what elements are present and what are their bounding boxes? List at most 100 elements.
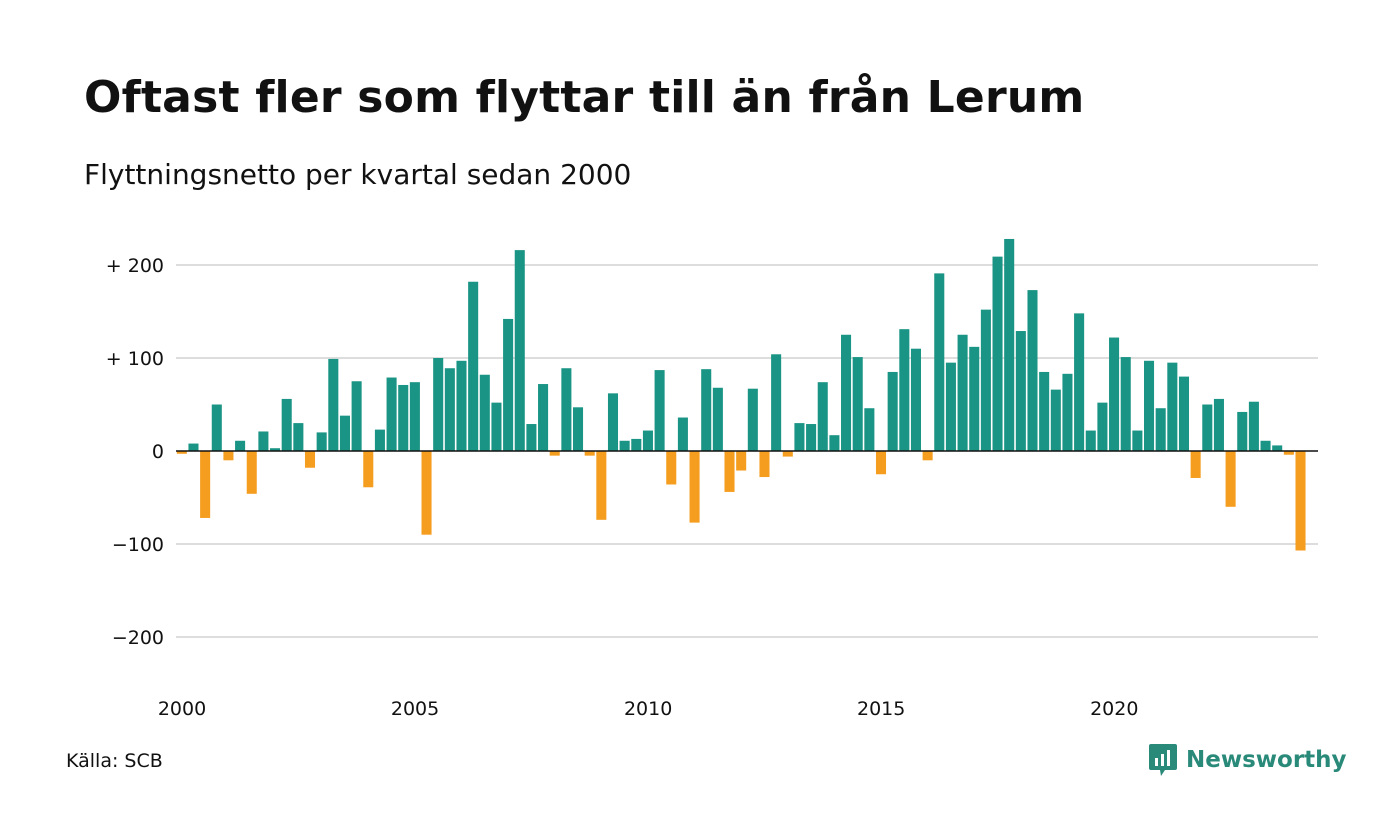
bar <box>1155 408 1166 451</box>
bar <box>281 398 292 451</box>
bar <box>584 451 595 456</box>
bar <box>677 417 688 451</box>
bar <box>503 318 514 451</box>
bar <box>992 256 1003 451</box>
bar <box>829 435 840 451</box>
bar <box>491 402 502 451</box>
bar <box>421 451 432 535</box>
bar <box>1213 398 1224 451</box>
bar <box>1027 290 1038 451</box>
bar <box>864 408 875 451</box>
bar <box>759 451 770 478</box>
bar <box>771 354 782 451</box>
bar <box>1225 451 1236 507</box>
bar <box>875 451 887 475</box>
bar <box>304 451 316 468</box>
bar <box>479 374 490 451</box>
bar <box>817 382 828 451</box>
bar <box>270 448 281 451</box>
chart-subtitle: Flyttningsnetto per kvartal sedan 2000 <box>84 158 632 191</box>
bar <box>433 358 444 451</box>
bar <box>1062 373 1073 451</box>
bar <box>701 369 712 451</box>
bar <box>444 368 455 451</box>
bar <box>1085 430 1096 451</box>
x-tick-label: 2020 <box>1090 698 1138 720</box>
bars <box>176 238 1306 551</box>
bar <box>887 371 898 451</box>
bar <box>1120 357 1131 451</box>
bar <box>689 451 700 523</box>
bar <box>386 377 397 451</box>
chart-title: Oftast fler som flyttar till än från Ler… <box>84 72 1085 123</box>
bar <box>1097 402 1108 451</box>
bar <box>316 432 327 451</box>
bar <box>806 424 817 451</box>
bar <box>1260 440 1271 451</box>
bar <box>246 451 257 494</box>
bar <box>607 393 619 451</box>
bar <box>1074 313 1085 451</box>
x-axis-labels: 2000 2005 2010 2015 2020 <box>158 698 1139 720</box>
bar <box>1050 389 1061 451</box>
bar <box>456 360 467 451</box>
bar <box>549 451 560 456</box>
bar <box>188 443 199 451</box>
bar <box>666 451 677 485</box>
bar <box>538 384 549 451</box>
bar <box>363 451 374 488</box>
bar <box>1248 401 1259 451</box>
bar <box>596 451 607 520</box>
bar <box>235 440 246 451</box>
bar <box>957 334 968 451</box>
y-tick-label: + 100 <box>106 348 164 370</box>
bar <box>654 370 665 451</box>
bar <box>1132 430 1143 451</box>
bar <box>1202 404 1213 451</box>
bar <box>852 357 863 451</box>
bar <box>899 329 910 451</box>
bar <box>468 281 479 451</box>
bar <box>176 451 187 454</box>
bar <box>1237 411 1248 451</box>
bar <box>724 451 735 492</box>
bar <box>211 404 222 451</box>
bar <box>642 430 653 451</box>
x-tick-label: 2005 <box>391 698 439 720</box>
y-tick-label: 0 <box>152 441 164 463</box>
bar <box>339 415 350 451</box>
y-tick-label: + 200 <box>106 255 164 277</box>
bar <box>934 273 945 451</box>
bar <box>910 348 921 451</box>
bar <box>1190 451 1201 478</box>
bar <box>409 382 420 451</box>
bar <box>1039 371 1050 451</box>
bar <box>945 362 956 451</box>
bar <box>223 451 234 461</box>
bar <box>969 346 980 451</box>
bar <box>328 358 339 451</box>
bar <box>374 429 385 451</box>
bar <box>573 407 584 451</box>
bar <box>1295 451 1306 551</box>
bar <box>1283 451 1294 455</box>
bar <box>712 387 723 451</box>
brand-logo: Newsworthy <box>1148 742 1347 778</box>
bar <box>841 334 852 451</box>
bar <box>1167 362 1178 451</box>
bar <box>980 309 991 451</box>
bar <box>200 451 211 518</box>
y-axis-labels: + 200 + 100 0 −100 −200 <box>106 255 164 649</box>
bar <box>782 451 793 457</box>
bar <box>1109 337 1120 451</box>
bar <box>922 451 933 461</box>
bar <box>1178 376 1190 451</box>
bar <box>293 423 304 451</box>
bar <box>631 438 642 451</box>
bar <box>747 388 758 451</box>
bar <box>794 423 805 451</box>
bar <box>514 250 525 451</box>
y-tick-label: −200 <box>112 627 164 649</box>
bar <box>1004 238 1015 451</box>
